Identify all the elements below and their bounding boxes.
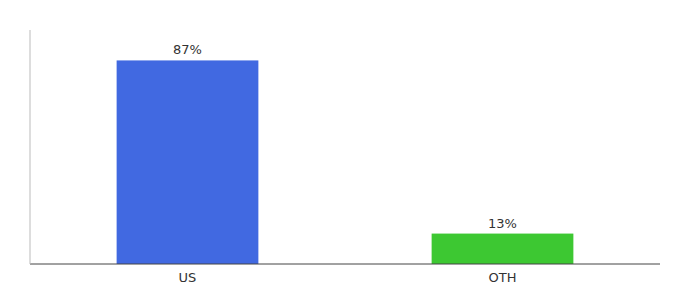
bar (117, 60, 259, 264)
x-tick-label: OTH (489, 270, 517, 285)
data-label: 87% (173, 42, 202, 57)
chart-svg: US OTH 87% 13% (0, 0, 680, 300)
y-axis-line (30, 30, 31, 264)
chart-container: US OTH 87% 13% (0, 0, 680, 300)
x-axis-line (30, 264, 660, 265)
bars (117, 60, 574, 264)
x-tick-label: US (179, 270, 197, 285)
data-label: 13% (488, 216, 517, 231)
bar (432, 234, 574, 264)
